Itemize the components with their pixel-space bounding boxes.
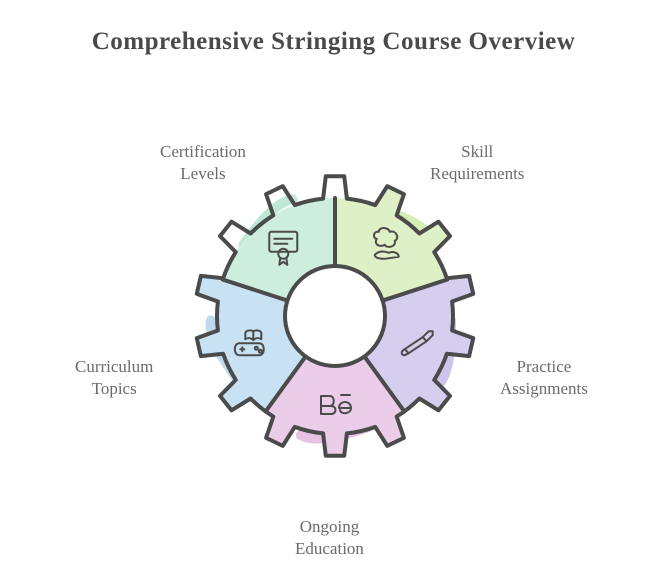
segment-label-certification: Certification Levels [160, 141, 246, 185]
segment-label-curriculum: Curriculum Topics [75, 356, 153, 400]
segment-label-skill: Skill Requirements [430, 141, 524, 185]
gear-diagram [170, 151, 500, 481]
gear-hub [285, 266, 385, 366]
segment-label-ongoing: Ongoing Education [295, 516, 364, 560]
diagram-stage: Certification Levels Skill Requirements Pr… [0, 56, 667, 576]
segment-label-practice: Practice Assignments [500, 356, 588, 400]
page-title: Comprehensive Stringing Course Overview [0, 0, 667, 56]
